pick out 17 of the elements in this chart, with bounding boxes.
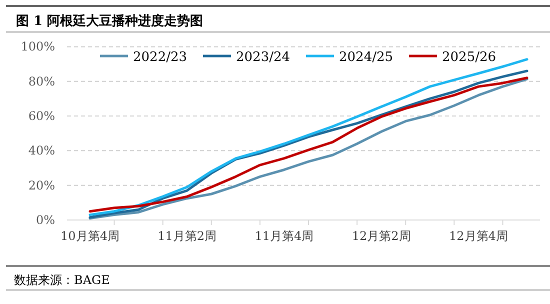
x-tick-label: 10月第4周: [60, 229, 120, 243]
source-note: 数据来源：BAGE: [14, 273, 110, 287]
x-tick-label: 12月第2周: [352, 229, 411, 243]
y-tick-label: 80%: [28, 74, 55, 88]
x-tick-label: 11月第4周: [254, 229, 314, 243]
chart-title: 图 1 阿根廷大豆播种进度走势图: [16, 13, 204, 29]
y-tick-label: 100%: [20, 40, 55, 54]
x-tick-label: 11月第2周: [158, 229, 217, 243]
legend-label: 2023/24: [236, 50, 290, 65]
y-tick-label: 60%: [28, 109, 55, 124]
y-tick-label: 20%: [28, 178, 55, 192]
x-tick-label: 12月第4周: [448, 229, 508, 243]
legend-label: 2022/23: [133, 50, 188, 65]
y-tick-label: 0%: [36, 213, 55, 227]
y-tick-label: 40%: [28, 144, 55, 158]
legend-label: 2025/26: [442, 50, 496, 65]
legend-label: 2024/25: [339, 50, 394, 65]
